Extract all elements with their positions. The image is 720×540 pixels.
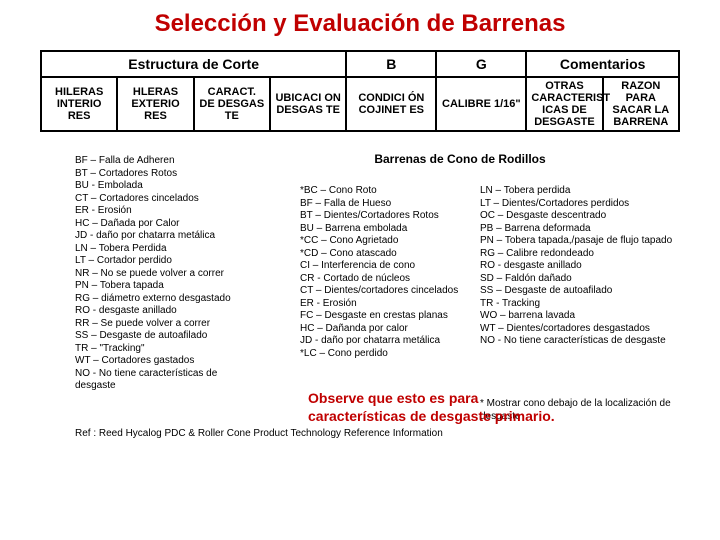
list-item: BU – Barrena embolada xyxy=(300,223,475,236)
list-item: JD - daño por chatarra metálica xyxy=(300,335,475,348)
list-item: BU - Embolada xyxy=(75,180,255,193)
list-item: RG – diámetro externo desgastado xyxy=(75,293,255,306)
list-item: RR – Se puede volver a correr xyxy=(75,318,255,331)
reference-text: Ref : Reed Hycalog PDC & Roller Cone Pro… xyxy=(75,428,443,439)
list-item: HC – Dañada por Calor xyxy=(75,218,255,231)
list-item: OC – Desgaste descentrado xyxy=(480,210,690,223)
cell-hileras-ext: HLERAS EXTERIO RES xyxy=(117,77,193,131)
list-item: ER - Erosión xyxy=(300,298,475,311)
list-item: ER - Erosión xyxy=(75,205,255,218)
left-list: BF – Falla de AdherenBT – Cortadores Rot… xyxy=(75,155,255,393)
cell-ubicacion: UBICACI ON DESGAS TE xyxy=(270,77,346,131)
th-b: B xyxy=(346,51,436,77)
list-item: TR – "Tracking" xyxy=(75,343,255,356)
list-item: NO - No tiene características de desgast… xyxy=(75,368,255,393)
list-item: TR - Tracking xyxy=(480,298,690,311)
list-item: SD – Faldón dañado xyxy=(480,273,690,286)
list-item: WO – barrena lavada xyxy=(480,310,690,323)
cell-razon: RAZON PARA SACAR LA BARRENA xyxy=(603,77,679,131)
list-item: BF – Falla de Adheren xyxy=(75,155,255,168)
table-container: Estructura de Corte B G Comentarios HILE… xyxy=(40,50,680,132)
cell-condicion: CONDICI ÓN COJINET ES xyxy=(346,77,436,131)
subheader: Barrenas de Cono de Rodillos xyxy=(370,152,550,166)
table-header-row: Estructura de Corte B G Comentarios xyxy=(41,51,679,77)
list-item: SS – Desgaste de autoafilado xyxy=(480,285,690,298)
main-table: Estructura de Corte B G Comentarios HILE… xyxy=(40,50,680,132)
list-item: FC – Desgaste en crestas planas xyxy=(300,310,475,323)
list-item: *CD – Cono atascado xyxy=(300,248,475,261)
list-item: CT – Dientes/cortadores cincelados xyxy=(300,285,475,298)
page-title: Selección y Evaluación de Barrenas xyxy=(20,10,700,38)
list-item: HC – Dañanda por calor xyxy=(300,323,475,336)
list-item: *CC – Cono Agrietado xyxy=(300,235,475,248)
list-item: CI – Interferencia de cono xyxy=(300,260,475,273)
list-item: BT – Dientes/Cortadores Rotos xyxy=(300,210,475,223)
list-item: SS – Desgaste de autoafilado xyxy=(75,330,255,343)
list-item: WT – Cortadores gastados xyxy=(75,355,255,368)
list-item: BF – Falla de Hueso xyxy=(300,198,475,211)
cell-calibre: CALIBRE 1/16" xyxy=(436,77,526,131)
list-item: PN – Tobera tapada xyxy=(75,280,255,293)
list-item: RO - desgaste anillado xyxy=(75,305,255,318)
list-item: *LC – Cono perdido xyxy=(300,348,475,361)
note-line2: características de desgaste primario. xyxy=(308,408,555,424)
list-item: LN – Tobera perdida xyxy=(480,185,690,198)
list-item: LN – Tobera Perdida xyxy=(75,243,255,256)
right-list: LN – Tobera perdidaLT – Dientes/Cortador… xyxy=(480,185,690,348)
cell-hileras-int: HILERAS INTERIO RES xyxy=(41,77,117,131)
cell-caract: CARACT. DE DESGAS TE xyxy=(194,77,270,131)
list-item: PN – Tobera tapada,/pasaje de flujo tapa… xyxy=(480,235,690,248)
th-g: G xyxy=(436,51,526,77)
table-row: HILERAS INTERIO RES HLERAS EXTERIO RES C… xyxy=(41,77,679,131)
list-item: PB – Barrena deformada xyxy=(480,223,690,236)
list-item: LT – Cortador perdido xyxy=(75,255,255,268)
list-item: NR – No se puede volver a correr xyxy=(75,268,255,281)
list-item: CT – Cortadores cincelados xyxy=(75,193,255,206)
list-item: JD - daño por chatarra metálica xyxy=(75,230,255,243)
note-line1: Observe que esto es para xyxy=(308,390,478,406)
list-item: NO - No tiene características de desgast… xyxy=(480,335,690,348)
list-item: LT – Dientes/Cortadores perdidos xyxy=(480,198,690,211)
list-item: CR - Cortado de núcleos xyxy=(300,273,475,286)
list-item: BT – Cortadores Rotos xyxy=(75,168,255,181)
mid-list: *BC – Cono RotoBF – Falla de HuesoBT – D… xyxy=(300,185,475,360)
list-item: RO - desgaste anillado xyxy=(480,260,690,273)
list-item: *BC – Cono Roto xyxy=(300,185,475,198)
list-item: WT – Dientes/cortadores desgastados xyxy=(480,323,690,336)
list-item: RG – Calibre redondeado xyxy=(480,248,690,261)
th-comentarios: Comentarios xyxy=(526,51,679,77)
cell-otras: OTRAS CARACTERIST ICAS DE DESGASTE xyxy=(526,77,602,131)
th-estructura: Estructura de Corte xyxy=(41,51,346,77)
